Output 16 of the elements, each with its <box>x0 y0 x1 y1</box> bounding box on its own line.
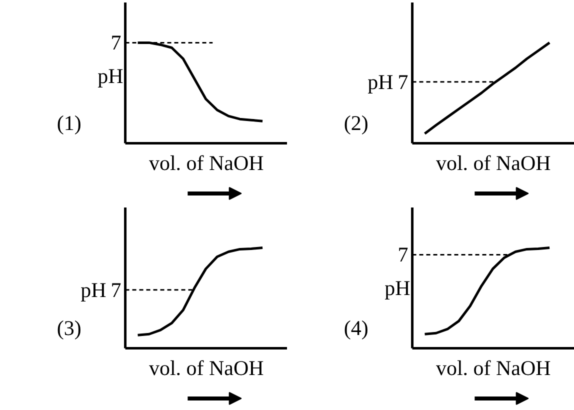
y-axis-title: pH <box>98 64 124 88</box>
text: 7 <box>110 30 122 55</box>
text: (2) <box>344 111 368 136</box>
text: 7 <box>398 242 408 267</box>
text: (3) <box>56 316 82 340</box>
text: (4) <box>344 316 368 340</box>
y-axis-title: pH <box>80 278 106 302</box>
x-axis-title: vol. of NaOH <box>436 151 551 176</box>
y-axis-title: pH <box>384 276 410 300</box>
x-axis-title: vol. of NaOH <box>148 356 264 380</box>
text: 7 <box>398 70 408 94</box>
text: 7 <box>110 278 122 302</box>
x-axis-title: vol. of NaOH <box>436 356 551 380</box>
text: (1) <box>56 111 82 136</box>
x-axis-title: vol. of NaOH <box>148 151 264 176</box>
y-axis-title: pH <box>368 70 394 94</box>
